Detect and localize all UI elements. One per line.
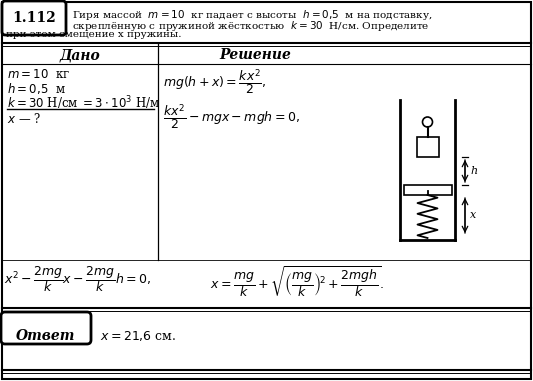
Circle shape [423,117,432,127]
FancyBboxPatch shape [1,312,91,344]
Text: $h = 0{,}5$  м: $h = 0{,}5$ м [7,81,66,96]
Text: $x = 21{,}6$ см.: $x = 21{,}6$ см. [100,329,176,343]
FancyBboxPatch shape [2,1,66,35]
Bar [403,185,451,195]
Text: Дано: Дано [60,48,100,62]
Text: скреплённую с пружиной жёсткостью  $k = 30$  Н/см. Определите: скреплённую с пружиной жёсткостью $k = 3… [72,19,430,33]
Text: x: x [470,210,477,221]
Text: Ответ: Ответ [17,329,76,343]
Text: $k = 30$ Н/см $= 3 \cdot 10^3$ Н/м: $k = 30$ Н/см $= 3 \cdot 10^3$ Н/м [7,94,160,112]
Text: $x = \dfrac{mg}{k} + \sqrt{\left(\dfrac{mg}{k}\right)^{\!2} + \dfrac{2mgh}{k}}.$: $x = \dfrac{mg}{k} + \sqrt{\left(\dfrac{… [210,264,384,299]
Text: $\dfrac{kx^2}{2} - mgx - mgh = 0,$: $\dfrac{kx^2}{2} - mgx - mgh = 0,$ [163,102,300,131]
Text: $m = 10$  кг: $m = 10$ кг [7,68,70,81]
Bar [416,137,439,157]
Text: при этом смещение x пружины.: при этом смещение x пружины. [6,30,182,39]
Text: Гиря массой  $m = 10$  кг падает с высоты  $h = 0{,}5$  м на подставку,: Гиря массой $m = 10$ кг падает с высоты … [72,8,433,22]
Text: 1.112: 1.112 [12,11,56,25]
Text: $mg(h+x) = \dfrac{kx^2}{2},$: $mg(h+x) = \dfrac{kx^2}{2},$ [163,67,266,96]
Text: $x^2 - \dfrac{2mg}{k}x - \dfrac{2mg}{k}h = 0,$: $x^2 - \dfrac{2mg}{k}x - \dfrac{2mg}{k}h… [4,264,151,294]
Text: Решение: Решение [219,48,291,62]
Text: $x$ — ?: $x$ — ? [7,112,41,126]
Text: h: h [470,166,477,176]
